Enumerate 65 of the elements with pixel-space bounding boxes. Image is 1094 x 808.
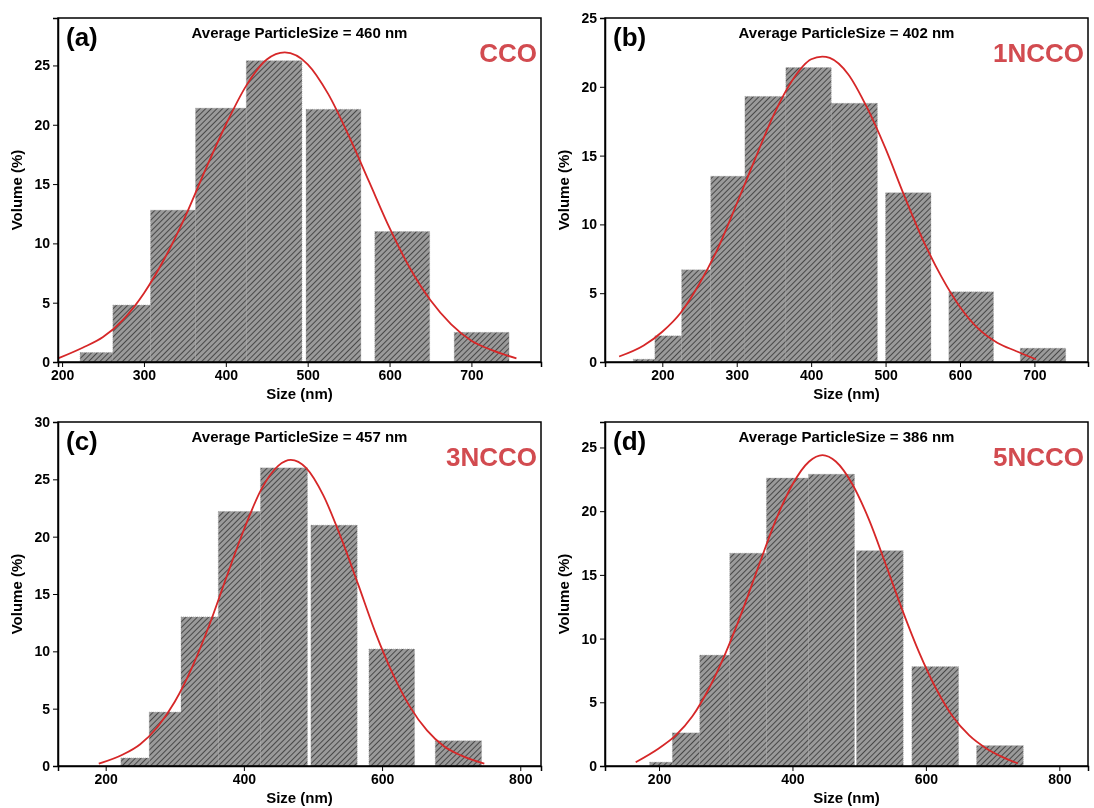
y-tick-label: 5	[42, 294, 51, 311]
y-tick-label: 20	[34, 116, 51, 133]
annotation: 5NCCO	[992, 442, 1084, 472]
annotation: Average ParticleSize = 460 nm	[191, 24, 408, 41]
y-tick-label: 0	[589, 353, 598, 370]
y-tick-label: 20	[581, 78, 598, 95]
annotation: (d)	[613, 426, 647, 456]
x-tick-label: 500	[296, 366, 321, 383]
x-tick-label: 600	[948, 366, 973, 383]
y-tick-label: 15	[34, 585, 51, 602]
x-axis-title: Size (nm)	[813, 789, 880, 806]
y-tick-label: 0	[589, 757, 598, 774]
x-tick-label: 600	[370, 770, 395, 787]
annotation: CCO	[479, 38, 537, 68]
x-tick-label: 200	[94, 770, 119, 787]
annotation: (a)	[66, 22, 98, 52]
annotation: (c)	[66, 426, 98, 456]
x-tick-label: 400	[781, 770, 805, 787]
x-tick-label: 800	[509, 770, 533, 787]
x-tick-label: 600	[914, 770, 939, 787]
x-tick-label: 800	[1048, 770, 1072, 787]
x-tick-label: 300	[132, 366, 157, 383]
annotation: 3NCCO	[445, 442, 537, 472]
x-tick-label: 400	[232, 770, 257, 787]
y-tick-label: 0	[42, 353, 51, 370]
y-tick-label: 10	[34, 235, 51, 252]
x-tick-label: 400	[799, 366, 824, 383]
y-tick-label: 25	[34, 57, 51, 74]
x-axis-title: Size (nm)	[266, 385, 333, 402]
y-axis-title: Volume (%)	[555, 553, 572, 635]
y-tick-label: 30	[34, 413, 51, 430]
y-tick-label: 5	[589, 285, 598, 302]
y-tick-label: 5	[589, 694, 598, 711]
y-tick-label: 15	[581, 566, 598, 583]
x-tick-label: 700	[460, 366, 484, 383]
x-axis-title: Size (nm)	[813, 385, 880, 402]
annotation: (b)	[613, 22, 647, 52]
x-tick-label: 200	[647, 770, 672, 787]
x-tick-label: 200	[651, 366, 675, 383]
y-tick-label: 10	[34, 643, 51, 660]
y-tick-label: 20	[34, 528, 51, 545]
x-tick-label: 500	[874, 366, 898, 383]
x-tick-label: 700	[1023, 366, 1047, 383]
y-tick-label: 15	[581, 147, 598, 164]
x-tick-label: 200	[50, 366, 75, 383]
annotation: Average ParticleSize = 386 nm	[738, 428, 955, 445]
annotation: Average ParticleSize = 457 nm	[191, 428, 408, 445]
y-axis-title: Volume (%)	[555, 149, 572, 231]
x-axis-title: Size (nm)	[266, 789, 333, 806]
annotation: 1NCCO	[992, 38, 1084, 68]
annotation: Average ParticleSize = 402 nm	[738, 24, 955, 41]
x-tick-label: 300	[725, 366, 750, 383]
y-axis-title: Volume (%)	[8, 149, 25, 231]
y-tick-label: 10	[581, 216, 598, 233]
y-tick-label: 25	[34, 471, 51, 488]
x-tick-label: 600	[378, 366, 402, 383]
y-axis-title: Volume (%)	[8, 553, 25, 635]
y-tick-label: 5	[42, 700, 51, 717]
y-tick-label: 20	[581, 503, 598, 520]
y-tick-label: 15	[34, 176, 51, 193]
x-tick-label: 400	[214, 366, 239, 383]
y-tick-label: 10	[581, 630, 598, 647]
y-tick-label: 25	[581, 9, 598, 26]
y-tick-label: 25	[581, 439, 598, 456]
y-tick-label: 0	[42, 757, 51, 774]
